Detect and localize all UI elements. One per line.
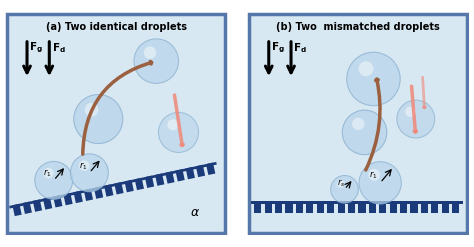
Text: (a) Two identical droplets: (a) Two identical droplets	[46, 22, 187, 32]
Polygon shape	[296, 202, 303, 213]
Polygon shape	[155, 173, 164, 186]
Polygon shape	[12, 204, 22, 216]
Polygon shape	[369, 202, 376, 213]
FancyArrowPatch shape	[83, 62, 152, 154]
Polygon shape	[285, 202, 292, 213]
Circle shape	[359, 162, 401, 204]
Polygon shape	[145, 176, 154, 188]
Circle shape	[352, 118, 365, 130]
Polygon shape	[196, 165, 205, 177]
Polygon shape	[421, 202, 428, 213]
Text: (b) Two  mismatched droplets: (b) Two mismatched droplets	[276, 22, 440, 32]
Circle shape	[358, 61, 374, 76]
Polygon shape	[135, 178, 144, 190]
Polygon shape	[73, 191, 83, 203]
Polygon shape	[337, 202, 345, 213]
FancyArrowPatch shape	[423, 77, 426, 108]
Polygon shape	[275, 202, 282, 213]
Text: $\mathbf{F_g}$: $\mathbf{F_g}$	[271, 41, 285, 56]
Circle shape	[43, 168, 54, 179]
Polygon shape	[125, 180, 134, 192]
Text: $\alpha$: $\alpha$	[190, 206, 200, 219]
Polygon shape	[64, 193, 73, 205]
Circle shape	[84, 103, 98, 117]
Circle shape	[397, 100, 435, 138]
Polygon shape	[306, 202, 313, 213]
Polygon shape	[53, 195, 63, 207]
Circle shape	[337, 180, 345, 188]
Polygon shape	[165, 171, 174, 184]
FancyArrowPatch shape	[411, 86, 417, 132]
Text: $r_1$: $r_1$	[79, 160, 88, 172]
Polygon shape	[452, 202, 459, 213]
FancyBboxPatch shape	[7, 14, 225, 233]
Circle shape	[342, 110, 387, 155]
Circle shape	[346, 52, 400, 106]
Polygon shape	[254, 202, 261, 213]
Polygon shape	[348, 202, 355, 213]
Text: $r_1$: $r_1$	[368, 169, 377, 181]
Circle shape	[74, 95, 123, 144]
Polygon shape	[175, 169, 185, 182]
Polygon shape	[33, 199, 42, 212]
Polygon shape	[104, 184, 113, 197]
Circle shape	[167, 119, 179, 130]
Text: $\mathbf{F_d}$: $\mathbf{F_d}$	[293, 41, 307, 55]
Polygon shape	[390, 202, 397, 213]
Polygon shape	[410, 202, 418, 213]
Polygon shape	[94, 186, 103, 199]
Polygon shape	[442, 202, 449, 213]
Text: $r_s$: $r_s$	[337, 178, 345, 189]
Polygon shape	[43, 197, 52, 210]
Circle shape	[368, 169, 380, 181]
Polygon shape	[23, 202, 32, 214]
FancyBboxPatch shape	[249, 14, 467, 233]
Polygon shape	[186, 167, 195, 179]
Circle shape	[35, 162, 73, 199]
Text: $r_1$: $r_1$	[43, 168, 52, 179]
Polygon shape	[251, 202, 463, 204]
Polygon shape	[264, 202, 272, 213]
Text: $\mathbf{F_g}$: $\mathbf{F_g}$	[29, 41, 43, 56]
Polygon shape	[431, 202, 438, 213]
Polygon shape	[358, 202, 365, 213]
Circle shape	[405, 106, 416, 117]
Polygon shape	[114, 182, 124, 194]
Polygon shape	[9, 162, 217, 208]
Circle shape	[79, 160, 90, 171]
Circle shape	[134, 39, 179, 83]
Polygon shape	[379, 202, 386, 213]
Circle shape	[71, 154, 109, 192]
Polygon shape	[400, 202, 407, 213]
Polygon shape	[84, 189, 93, 201]
Text: $\mathbf{F_d}$: $\mathbf{F_d}$	[52, 41, 65, 55]
Circle shape	[331, 176, 358, 203]
Circle shape	[158, 112, 199, 152]
Circle shape	[144, 46, 156, 59]
FancyArrowPatch shape	[174, 95, 183, 145]
Polygon shape	[327, 202, 334, 213]
Polygon shape	[317, 202, 324, 213]
FancyArrowPatch shape	[366, 79, 380, 170]
Polygon shape	[206, 163, 215, 175]
